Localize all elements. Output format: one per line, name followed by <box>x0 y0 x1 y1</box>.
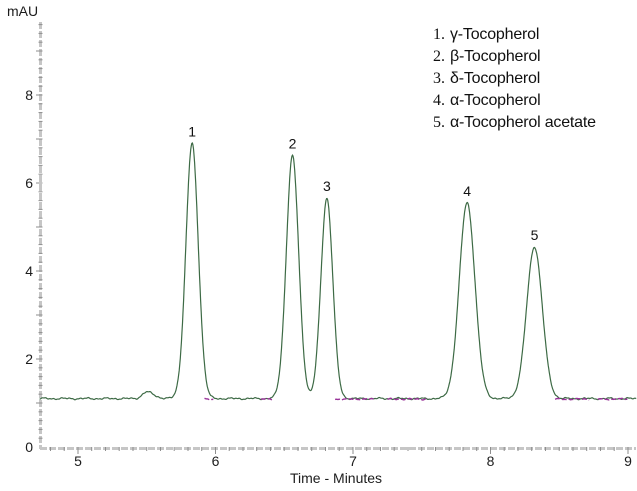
secondary-trace <box>204 397 628 401</box>
legend-number: 5. <box>433 114 445 131</box>
secondary-trace-segment <box>260 397 273 401</box>
peak-label-1: 1 <box>188 123 196 139</box>
legend-number: 2. <box>433 48 445 65</box>
x-axis-title: Time - Minutes <box>290 470 383 486</box>
legend-compound: β-Tocopherol <box>450 48 541 65</box>
legend-compound: α-Tocopherol <box>450 92 541 109</box>
x-tick-label: 8 <box>487 453 495 469</box>
y-tick-label: 0 <box>25 439 33 455</box>
x-axis <box>40 447 636 454</box>
y-tick-label: 4 <box>25 263 33 279</box>
legend-item-3: 3. δ-Tocopherol <box>433 68 596 90</box>
legend-item-1: 1. γ-Tocopherol <box>433 24 596 46</box>
legend-number: 4. <box>433 92 445 109</box>
y-axis <box>36 22 43 449</box>
x-tick-label: 6 <box>212 453 220 469</box>
y-tick-label: 6 <box>25 175 33 191</box>
chromatogram-trace <box>39 142 637 401</box>
peak-label-2: 2 <box>289 136 297 152</box>
legend-item-5: 5. α-Tocopherol acetate <box>433 112 596 134</box>
legend-number: 1. <box>433 26 445 43</box>
x-tick-label: 5 <box>74 453 82 469</box>
x-tick-label: 9 <box>624 453 632 469</box>
y-tick-label: 8 <box>25 87 33 103</box>
secondary-trace-segment <box>597 397 628 401</box>
legend-item-4: 4. α-Tocopherol <box>433 90 596 112</box>
peak-legend: 1. γ-Tocopherol 2. β-Tocopherol 3. δ-Tocoph… <box>433 24 596 134</box>
secondary-trace-segment <box>387 397 429 401</box>
y-tick-labels: 0 2 4 6 8 <box>25 87 33 455</box>
y-axis-title: mAU <box>7 3 39 19</box>
x-tick-labels: 5 6 7 8 9 <box>74 453 632 469</box>
legend-item-2: 2. β-Tocopherol <box>433 46 596 68</box>
secondary-trace-segment <box>554 397 590 401</box>
peak-label-4: 4 <box>463 183 471 199</box>
peak-labels: 1 2 3 4 5 <box>188 123 538 242</box>
secondary-trace-segment <box>204 397 214 401</box>
peak-label-5: 5 <box>531 227 539 243</box>
legend-compound: α-Tocopherol acetate <box>450 114 596 131</box>
x-tick-label: 7 <box>349 453 357 469</box>
legend-compound: δ-Tocopherol <box>450 70 541 87</box>
legend-number: 3. <box>433 70 445 87</box>
peak-label-3: 3 <box>323 178 331 194</box>
y-tick-label: 2 <box>25 351 33 367</box>
legend-compound: γ-Tocopherol <box>450 26 540 43</box>
